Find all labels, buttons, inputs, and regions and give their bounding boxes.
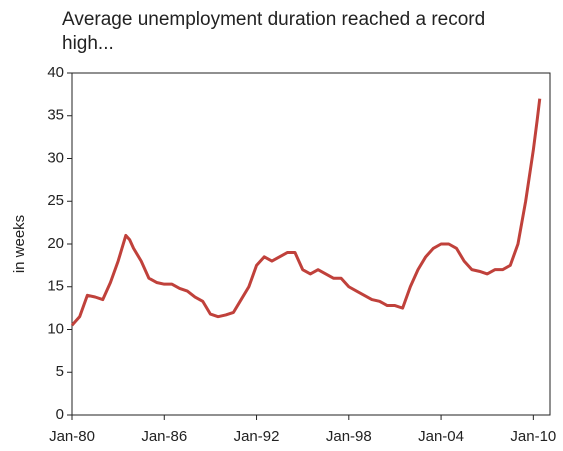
plot-frame [71, 72, 551, 416]
x-tick-label: Jan-86 [141, 428, 187, 445]
y-tick-label: 30 [47, 149, 64, 166]
y-tick-label: 5 [56, 363, 64, 380]
y-tick-label: 20 [47, 235, 64, 252]
y-tick-label: 10 [47, 320, 64, 337]
x-tick-label: Jan-98 [326, 428, 372, 445]
y-axis-label: in weeks [11, 215, 28, 273]
y-tick-label: 25 [47, 192, 64, 209]
x-tick-label: Jan-92 [234, 428, 280, 445]
x-tick-label: Jan-10 [510, 428, 556, 445]
data-line [70, 98, 542, 327]
chart-title: Average unemployment duration reached a … [62, 9, 486, 54]
y-tick-label: 15 [47, 278, 64, 295]
y-tick-label: 35 [47, 107, 64, 124]
y-tick-label: 0 [56, 406, 64, 423]
y-tick-label: 40 [47, 64, 64, 81]
x-tick-label: Jan-04 [418, 428, 464, 445]
x-tick-label: Jan-80 [49, 428, 95, 445]
